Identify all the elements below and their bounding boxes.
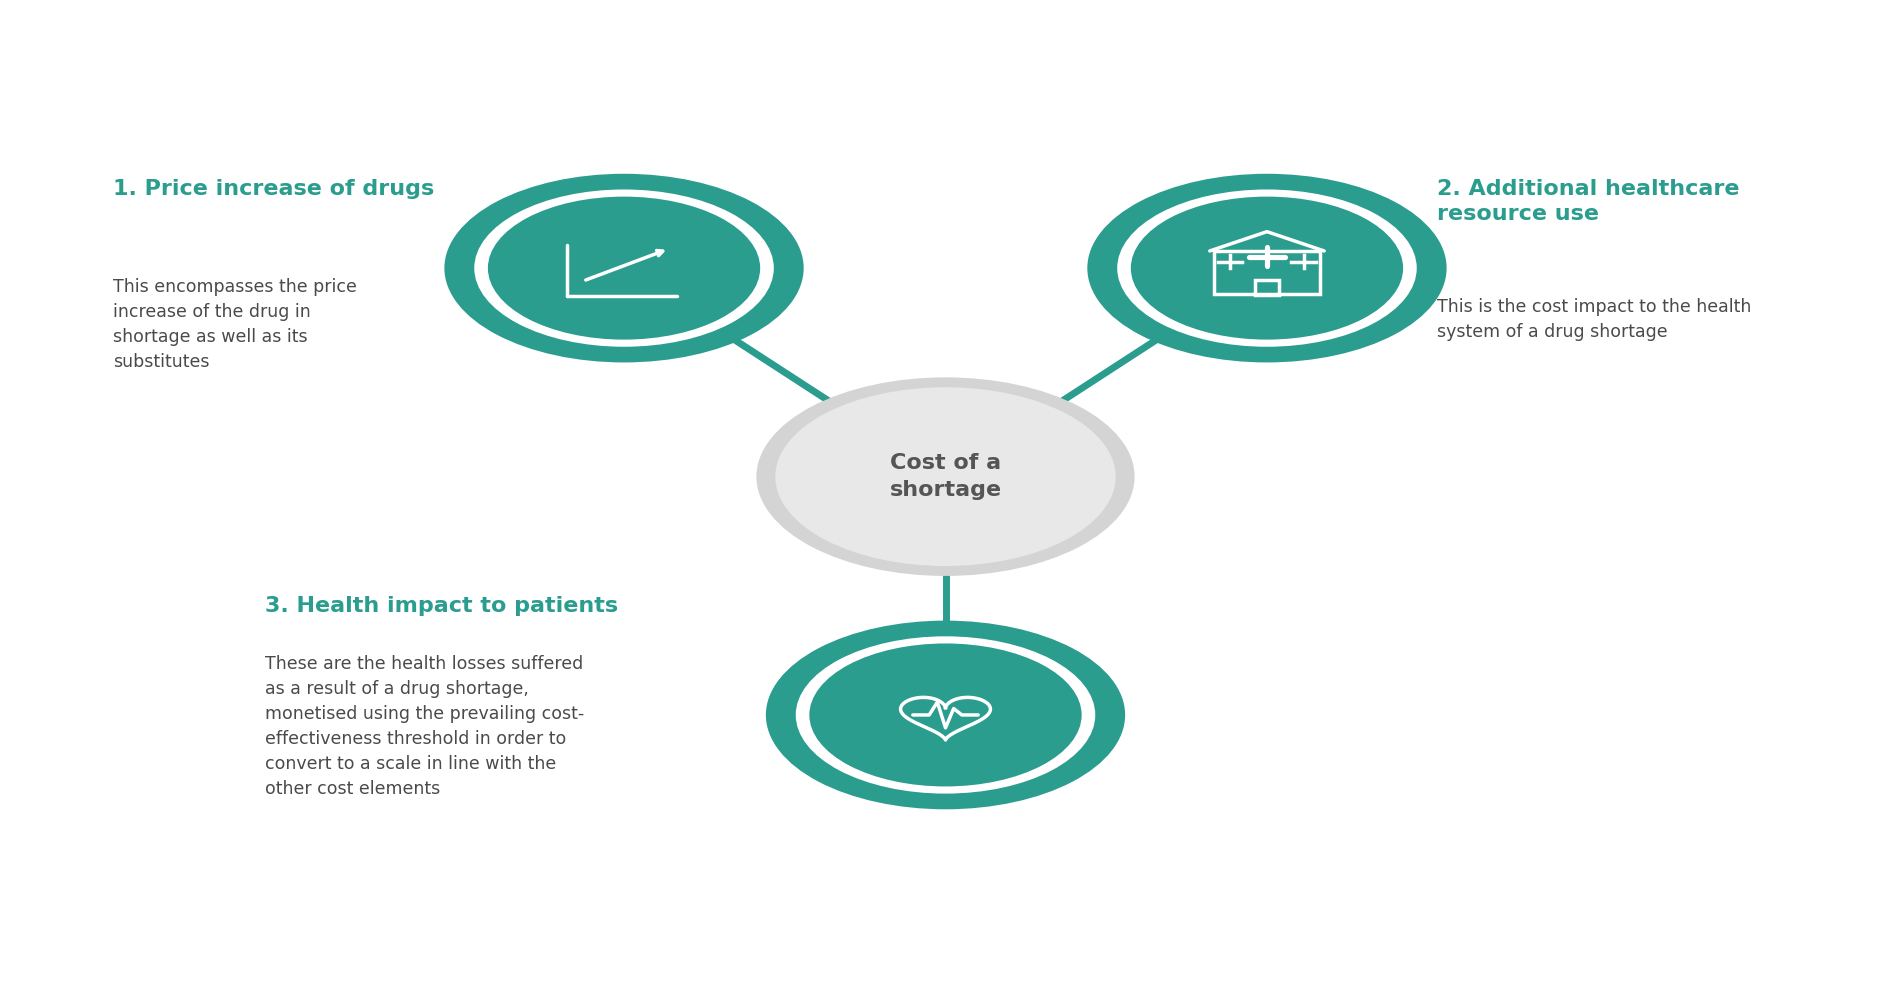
Circle shape [775,387,1116,566]
Circle shape [444,174,804,362]
Circle shape [756,377,1135,576]
Text: 1. Price increase of drugs: 1. Price increase of drugs [113,179,435,199]
Circle shape [475,190,773,347]
Circle shape [1087,174,1447,362]
Text: This is the cost impact to the health
system of a drug shortage: This is the cost impact to the health sy… [1437,298,1751,341]
Text: 3. Health impact to patients: 3. Health impact to patients [265,596,618,616]
Circle shape [1118,190,1416,347]
Text: 2. Additional healthcare
resource use: 2. Additional healthcare resource use [1437,179,1740,223]
Circle shape [766,621,1125,809]
Circle shape [809,643,1082,786]
Text: Cost of a
shortage: Cost of a shortage [889,454,1002,499]
Text: This encompasses the price
increase of the drug in
shortage as well as its
subst: This encompasses the price increase of t… [113,278,357,371]
Text: These are the health losses suffered
as a result of a drug shortage,
monetised u: These are the health losses suffered as … [265,655,584,798]
Circle shape [1131,197,1403,340]
Circle shape [488,197,760,340]
Circle shape [796,637,1095,793]
